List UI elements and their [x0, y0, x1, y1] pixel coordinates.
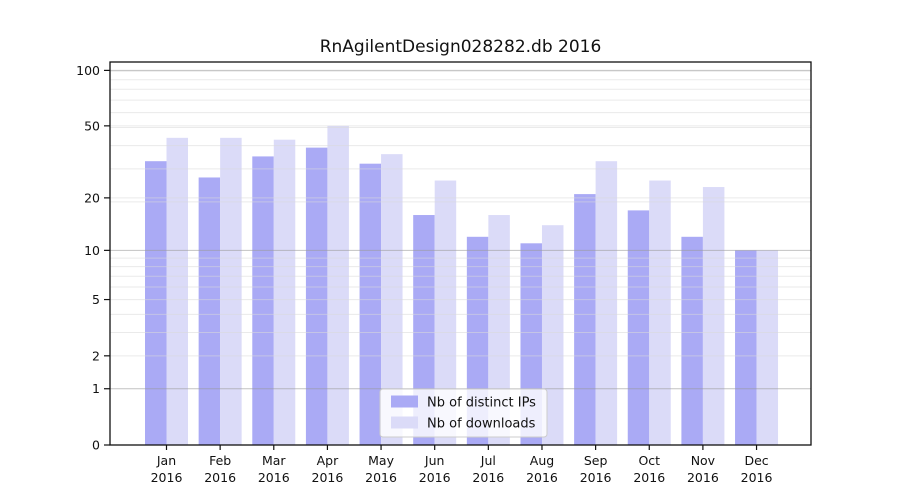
x-tick-label-year: 2016	[687, 470, 719, 485]
bar-jun-downloads	[434, 180, 457, 445]
y-tick-label: 5	[92, 292, 100, 307]
y-tick-label: 100	[76, 63, 100, 78]
x-tick-label-year: 2016	[151, 470, 183, 485]
legend-entry-label: Nb of downloads	[427, 417, 536, 432]
bar-nov-distinct-ips	[681, 236, 703, 445]
x-tick-label-year: 2016	[741, 470, 773, 485]
y-tick-label: 2	[92, 348, 100, 363]
x-tick-label-year: 2016	[204, 470, 236, 485]
legend-swatch-distinct-ips	[391, 395, 418, 408]
bar-apr-distinct-ips	[305, 147, 328, 445]
plot-frame	[109, 61, 812, 446]
x-tick-label-month: Oct	[638, 453, 660, 468]
bar-mar-downloads	[273, 139, 296, 445]
legend: Nb of distinct IPs Nb of downloads	[379, 388, 548, 438]
bar-oct-downloads	[649, 180, 671, 445]
bar-apr-downloads	[327, 125, 349, 445]
grid-layer	[110, 69, 811, 390]
x-tick-label-month: Mar	[262, 453, 286, 468]
x-tick-label-year: 2016	[419, 470, 451, 485]
x-tick-label-year: 2016	[312, 470, 344, 485]
x-tick-label-month: Jun	[424, 453, 445, 468]
bar-sep-downloads	[595, 161, 618, 445]
bar-dec-downloads	[756, 250, 779, 445]
y-tick-label: 20	[84, 190, 100, 205]
x-tick-label-month: Jan	[156, 453, 176, 468]
bar-jul-downloads	[488, 215, 510, 445]
x-tick-label-year: 2016	[580, 470, 612, 485]
y-tick-label: 10	[84, 243, 100, 258]
y-tick-label: 1	[92, 381, 100, 396]
bar-aug-downloads	[541, 225, 564, 445]
y-tick-label: 0	[92, 438, 100, 453]
bar-nov-downloads	[702, 187, 725, 445]
bar-dec-distinct-ips	[735, 250, 757, 445]
legend-box	[379, 388, 548, 438]
x-tick-label-year: 2016	[472, 470, 504, 485]
x-tick-label-year: 2016	[526, 470, 558, 485]
bar-jan-distinct-ips	[145, 161, 167, 445]
axis-layer: 1005020105210Jan2016Feb2016Mar2016Apr201…	[76, 63, 772, 485]
chart-title: RnAgilentDesign028282.db 2016	[320, 37, 602, 57]
bar-jan-downloads	[166, 137, 188, 445]
bar-feb-distinct-ips	[198, 177, 221, 446]
bar-mar-distinct-ips	[252, 156, 274, 445]
x-tick-label-year: 2016	[365, 470, 397, 485]
y-tick-label: 50	[84, 118, 100, 133]
bar-feb-downloads	[220, 137, 242, 445]
bar-jun-distinct-ips	[413, 215, 435, 445]
x-tick-label-month: Apr	[317, 453, 339, 468]
x-tick-label-month: Nov	[691, 453, 716, 468]
legend-swatch-downloads	[391, 416, 418, 429]
x-tick-label-month: May	[368, 453, 394, 468]
x-tick-label-month: Sep	[584, 453, 608, 468]
x-tick-label-month: Feb	[209, 453, 231, 468]
bar-sep-distinct-ips	[574, 194, 596, 445]
x-tick-label-year: 2016	[258, 470, 290, 485]
bar-oct-distinct-ips	[627, 210, 650, 445]
x-tick-label-month: Dec	[744, 453, 768, 468]
x-tick-label-year: 2016	[633, 470, 665, 485]
x-tick-label-month: Jul	[480, 453, 496, 468]
legend-entry-label: Nb of distinct IPs	[427, 396, 536, 411]
bar-may-distinct-ips	[359, 163, 382, 445]
x-tick-label-month: Aug	[530, 453, 554, 468]
